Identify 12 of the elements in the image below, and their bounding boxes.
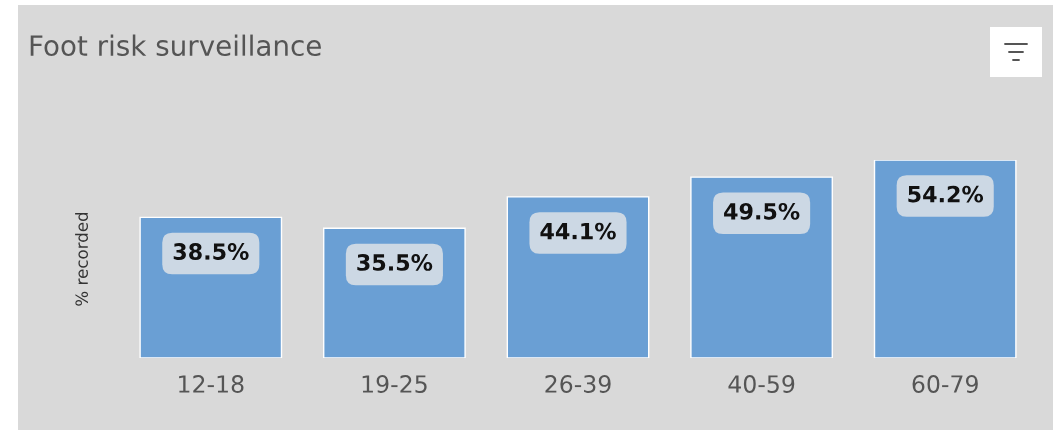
data-label: 38.5% [173,243,249,260]
data-label: 54.2% [908,185,984,203]
data-label: 49.5% [724,202,800,220]
x-tick-label: 19-25 [362,375,427,393]
x-tick-label: 40-59 [728,375,795,393]
data-label: 44.1% [540,222,616,240]
data-label: 35.5% [357,254,433,271]
x-tick-label: 12-18 [179,375,244,393]
chart-title: Foot risk surveillance [30,34,321,57]
x-tick-label: 26-39 [545,375,611,393]
x-tick-label: 60-79 [912,375,978,393]
y-axis-title: % recorded [75,212,88,306]
